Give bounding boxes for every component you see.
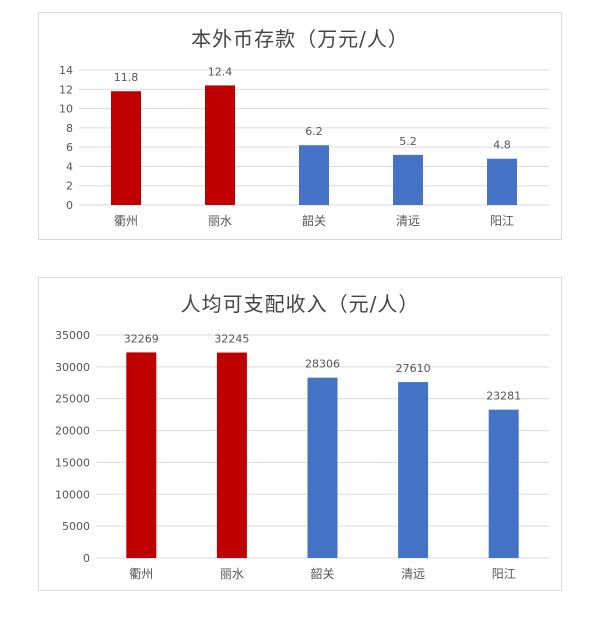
income-category-label: 丽水 [220,567,244,581]
income-data-label: 32269 [124,332,159,345]
income-data-label: 28306 [305,358,340,371]
income-chart-panel: 人均可支配收入（元/人） 0 5000 10000 15000 20000 25000 30… [38,277,562,591]
income-bar [126,352,157,558]
income-ytick-label: 10000 [55,488,90,501]
income-category-label: 阳江 [492,567,516,581]
deposit-data-label: 6.2 [305,125,323,138]
deposit-ytick-label: 0 [66,199,73,212]
deposit-ytick-label: 4 [66,160,73,173]
deposit-bar [393,154,423,205]
income-chart: 0 5000 10000 15000 20000 25000 30000 35000 32269… [55,329,549,581]
deposit-ytick-label: 2 [66,180,73,193]
deposit-bar [299,145,329,205]
deposit-data-label: 11.8 [114,71,139,84]
income-data-label: 23281 [486,390,521,403]
income-ytick-label: 20000 [55,425,90,438]
income-data-label: 27610 [396,362,431,375]
deposit-category-label: 清远 [396,214,420,228]
deposit-chart-panel: 本外币存款（万元/人） 0 2 4 6 8 10 12 14 11.8 衢州 12.4 丽水 6.2 韶关… [38,12,562,240]
deposit-chart-title: 本外币存款（万元/人） [191,27,409,51]
income-bar [398,382,429,558]
deposit-category-label: 衢州 [114,214,138,228]
deposit-data-label: 4.8 [493,139,511,152]
income-bar [488,409,519,558]
income-ytick-label: 0 [83,552,90,565]
deposit-ytick-label: 12 [59,83,73,96]
deposit-ytick-label: 10 [59,103,73,116]
deposit-chart: 0 2 4 6 8 10 12 14 11.8 衢州 12.4 丽水 6.2 韶关 5.2 清远 4.8 阳江 [59,64,549,228]
income-ytick-label: 25000 [55,393,90,406]
deposit-data-label: 5.2 [399,135,417,148]
income-category-label: 清远 [401,567,425,581]
income-ytick-label: 5000 [62,520,90,533]
deposit-category-label: 丽水 [208,214,232,228]
deposit-ytick-label: 14 [59,64,73,77]
deposit-bar [205,85,235,205]
deposit-ytick-label: 6 [66,141,73,154]
deposit-category-label: 韶关 [302,213,326,228]
deposit-bar [111,91,141,205]
income-ytick-label: 15000 [55,456,90,469]
deposit-ytick-label: 8 [66,122,73,135]
income-ytick-label: 30000 [55,361,90,374]
income-data-label: 32245 [214,333,249,346]
income-chart-title: 人均可支配收入（元/人） [180,292,420,316]
income-category-label: 韶关 [310,566,334,581]
income-ytick-label: 35000 [55,329,90,342]
income-category-label: 衢州 [129,567,153,581]
income-bar [307,377,338,558]
deposit-category-label: 阳江 [490,214,514,228]
income-bar [216,352,247,558]
deposit-data-label: 12.4 [208,65,233,78]
deposit-bar [487,158,517,205]
